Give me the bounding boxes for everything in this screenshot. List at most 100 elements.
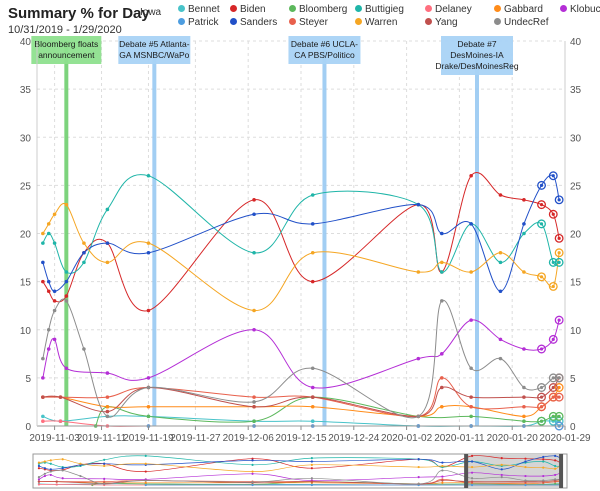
legend-item-yang[interactable]: Yang [425,17,458,28]
overview-point [470,477,474,480]
y-tick-label-left: 30 [20,133,32,144]
data-point-biden [537,200,546,210]
data-point-yang [105,409,110,414]
overview-handle-left[interactable] [464,454,469,488]
data-point-klobuchar [416,356,421,361]
series-line-bloomberg [95,396,560,427]
series-line-undecref [42,298,560,419]
annotation-label: Bloomberg floats [34,39,98,49]
overview-point [470,480,474,483]
overview-point [417,458,420,461]
data-point-buttigieg [105,207,110,212]
overview-handle-right[interactable] [559,454,564,488]
overview-point [542,479,545,482]
legend-item-klobuchar[interactable]: Klobuchar [560,4,600,15]
overview-point [251,463,254,466]
overview-point [417,482,420,485]
y-tick-label-left: 40 [20,37,32,48]
overview-point [37,467,41,470]
legend-item-steyer[interactable]: Steyer [289,17,328,28]
legend-label: UndecRef [504,17,549,28]
data-point-bennet [41,414,45,419]
overview-point [310,460,313,463]
date-range: 10/31/2019 - 1/29/2020 [8,24,122,36]
legend-label: Patrick [188,17,219,28]
overview-point [61,467,64,470]
data-point-undecref [64,299,69,303]
annotation-label: Drake/DesMoinesReg [435,61,518,71]
data-point-steyer [252,395,256,399]
legend-swatch [178,18,185,25]
x-tick-label: 2019-12-06 [223,433,275,444]
data-point-warren [537,272,546,282]
overview-point [251,457,254,460]
data-point-undecref [46,327,51,332]
legend-item-undecref[interactable]: UndecRef [494,17,548,28]
data-point-center-biden [557,236,561,240]
overview-point [524,460,527,463]
data-point-sanders [52,289,57,294]
y-tick-label-right: 20 [570,230,582,241]
legend-label: Buttigieg [365,4,404,15]
overview-point [524,457,527,460]
legend-item-delaney[interactable]: Delaney [425,4,472,15]
overview-point [144,479,147,482]
data-point-biden [469,173,473,178]
overview-point [43,460,46,463]
legend-swatch [560,5,567,12]
y-tick-label-left: 15 [20,278,32,289]
legend-label: Gabbard [504,4,543,15]
data-point-undecref [52,308,57,313]
data-point-sanders [310,222,315,226]
data-point-buttigieg [82,260,86,265]
y-tick-label-right: 0 [570,422,576,433]
overview-point [470,454,474,457]
data-point-biden [46,289,51,294]
legend-label: Klobuchar [570,4,600,15]
data-point-buttigieg [52,241,57,245]
data-point-yang [58,395,63,399]
legend-item-bennet[interactable]: Bennet [178,4,220,15]
x-tick-label: 2020-01-20 [487,433,539,444]
overview-point [55,483,58,486]
overview-point [417,465,420,469]
y-tick-label-right: 25 [570,181,582,192]
legend-swatch [230,5,237,12]
legend-label: Steyer [299,17,328,28]
data-point-center-buttigieg [557,260,561,264]
overview-point [441,464,444,468]
annotation-box [441,36,513,75]
data-point-gabbard [522,414,526,419]
overview-point [251,472,254,475]
overview-point [61,469,64,472]
data-point-klobuchar [554,315,564,325]
data-point-center-sanders [539,183,544,187]
data-point-center-gabbard [557,385,561,390]
data-point-yang [548,383,558,392]
legend-label: Biden [240,4,266,15]
data-point-undecref [554,373,564,383]
data-point-center-biden [551,212,555,216]
data-point-klobuchar [52,337,57,342]
data-point-center-steyer [551,395,555,399]
legend-swatch [289,18,296,25]
y-tick-label-left: 0 [25,422,31,433]
legend-label: Bloomberg [299,4,348,15]
overview-point [144,483,147,487]
data-point-yang [41,395,45,399]
overview-point [554,473,557,477]
data-point-sanders [469,222,473,226]
legend-item-buttigieg[interactable]: Buttigieg [355,4,404,15]
legend-item-biden[interactable]: Biden [230,4,266,15]
data-point-biden [522,198,526,202]
overview-point [441,461,444,464]
legend-item-patrick[interactable]: Patrick [178,17,219,28]
legend-item-warren[interactable]: Warren [355,17,397,28]
legend-swatch [178,5,185,12]
data-point-steyer [554,392,564,402]
legend-item-sanders[interactable]: Sanders [230,17,277,28]
legend-item-gabbard[interactable]: Gabbard [494,4,543,15]
legend-item-bloomberg[interactable]: Bloomberg [289,4,347,15]
data-point-sanders [252,212,256,217]
data-point-delaney [41,419,45,423]
